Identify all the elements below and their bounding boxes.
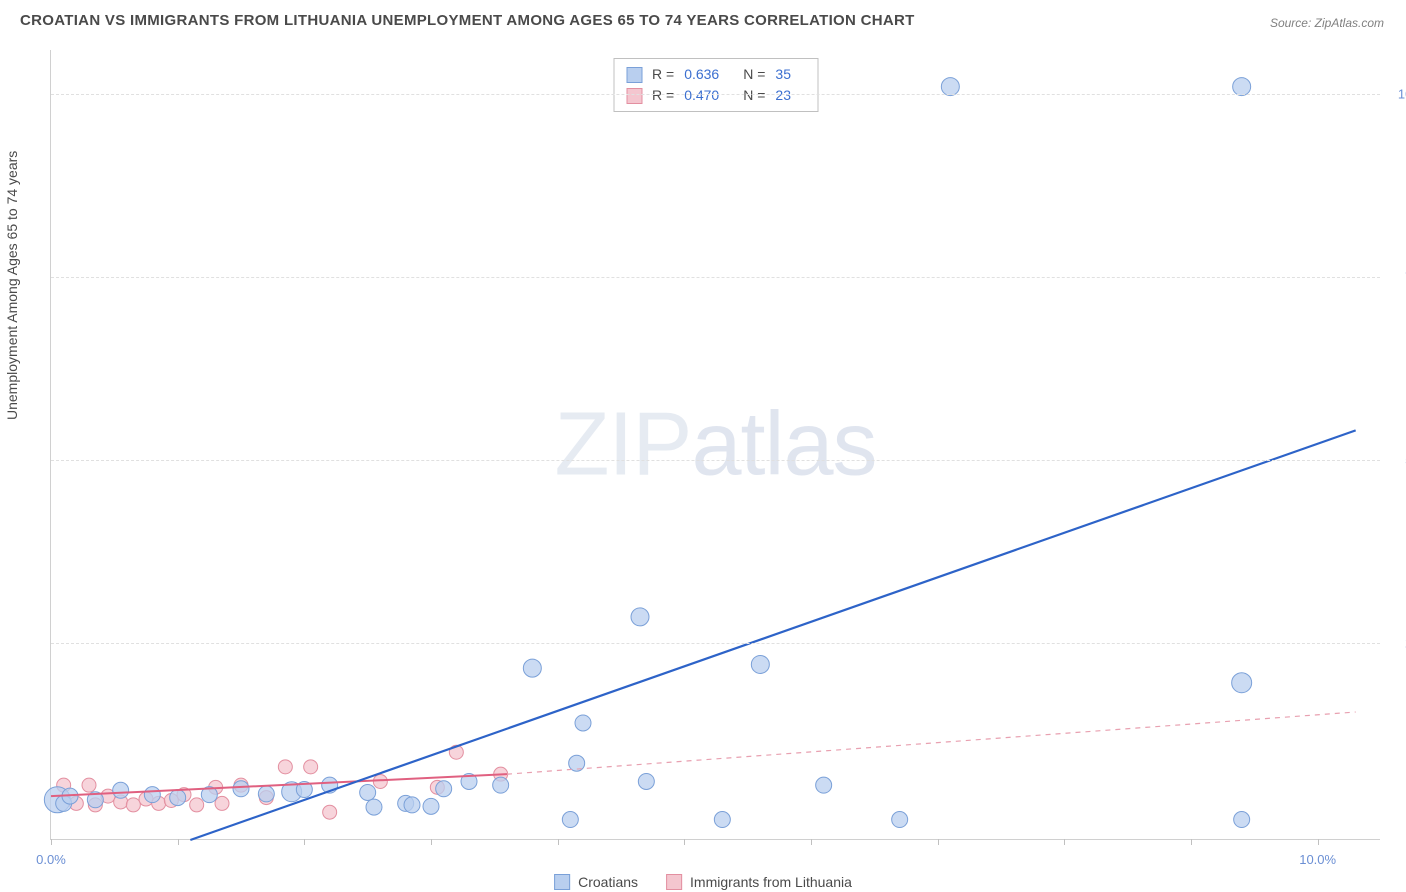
- x-tick: [1318, 839, 1319, 845]
- data-point: [233, 781, 249, 797]
- legend-label: Croatians: [578, 874, 638, 890]
- data-point: [170, 790, 186, 806]
- legend: Croatians Immigrants from Lithuania: [554, 874, 852, 890]
- data-point: [1234, 812, 1250, 828]
- data-point: [404, 797, 420, 813]
- x-tick: [938, 839, 939, 845]
- data-point: [423, 798, 439, 814]
- x-tick: [558, 839, 559, 845]
- x-tick: [178, 839, 179, 845]
- legend-label: Immigrants from Lithuania: [690, 874, 852, 890]
- data-point: [436, 781, 452, 797]
- data-point: [360, 784, 376, 800]
- trend-line: [190, 430, 1355, 840]
- data-point: [941, 78, 959, 96]
- data-point: [366, 799, 382, 815]
- trend-line: [507, 712, 1356, 774]
- x-tick: [51, 839, 52, 845]
- scatter-svg: [51, 50, 1380, 839]
- y-axis-label: Unemployment Among Ages 65 to 74 years: [4, 151, 20, 420]
- source-label: Source: ZipAtlas.com: [1270, 16, 1384, 30]
- legend-item: Immigrants from Lithuania: [666, 874, 852, 890]
- data-point: [1233, 78, 1251, 96]
- x-tick-label: 0.0%: [36, 852, 66, 867]
- x-tick: [431, 839, 432, 845]
- data-point: [190, 798, 204, 812]
- gridline: [51, 277, 1380, 278]
- data-point: [113, 782, 129, 798]
- x-tick: [304, 839, 305, 845]
- legend-swatch: [666, 874, 682, 890]
- x-tick: [1191, 839, 1192, 845]
- data-point: [638, 773, 654, 789]
- data-point: [523, 659, 541, 677]
- plot-area: ZIPatlas R =0.636N =35R =0.470N =23 25.0…: [50, 50, 1380, 840]
- legend-swatch: [554, 874, 570, 890]
- data-point: [631, 608, 649, 626]
- data-point: [562, 812, 578, 828]
- chart-title: CROATIAN VS IMMIGRANTS FROM LITHUANIA UN…: [20, 12, 915, 29]
- data-point: [892, 812, 908, 828]
- data-point: [278, 760, 292, 774]
- data-point: [816, 777, 832, 793]
- legend-item: Croatians: [554, 874, 638, 890]
- data-point: [258, 786, 274, 802]
- x-tick: [684, 839, 685, 845]
- x-tick-label: 10.0%: [1299, 852, 1336, 867]
- gridline: [51, 643, 1380, 644]
- x-tick: [811, 839, 812, 845]
- data-point: [714, 812, 730, 828]
- data-point: [569, 755, 585, 771]
- gridline: [51, 94, 1380, 95]
- data-point: [1232, 673, 1252, 693]
- data-point: [323, 805, 337, 819]
- x-tick: [1064, 839, 1065, 845]
- data-point: [215, 796, 229, 810]
- data-point: [144, 787, 160, 803]
- data-point: [82, 778, 96, 792]
- data-point: [751, 655, 769, 673]
- y-tick-label: 100.0%: [1398, 86, 1406, 101]
- gridline: [51, 460, 1380, 461]
- data-point: [575, 715, 591, 731]
- data-point: [126, 798, 140, 812]
- data-point: [493, 777, 509, 793]
- data-point: [304, 760, 318, 774]
